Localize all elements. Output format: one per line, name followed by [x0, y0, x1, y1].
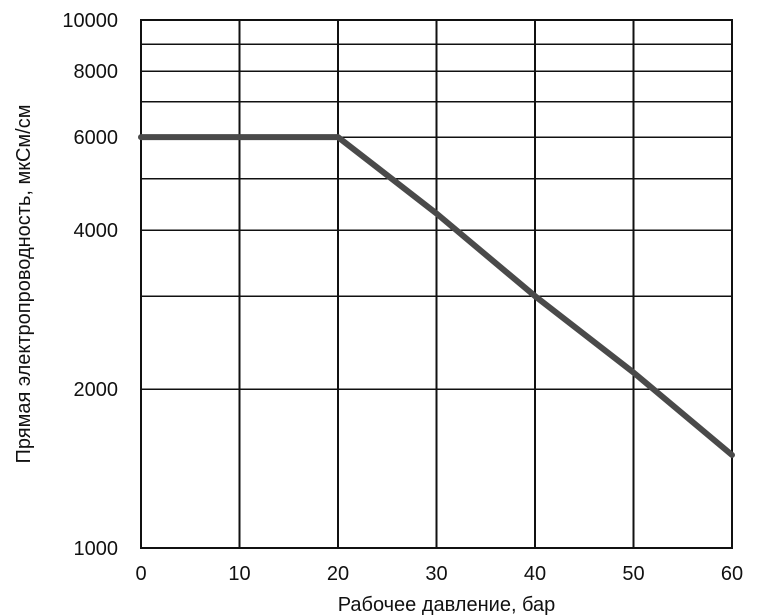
series-line	[138, 134, 735, 458]
y-tick-label: 1000	[74, 538, 119, 560]
x-tick-label: 0	[135, 563, 146, 585]
x-tick-label: 60	[721, 563, 743, 585]
grid	[141, 19, 733, 548]
y-axis-ticks: 1000 2000 4000 6000 8000 10000	[62, 10, 118, 560]
series-layer	[138, 134, 735, 458]
y-axis-title: Прямая электропроводность, мкСм/см	[13, 105, 35, 464]
x-tick-label: 40	[524, 563, 546, 585]
y-tick-label: 10000	[62, 10, 118, 32]
y-tick-label: 8000	[74, 61, 119, 83]
x-axis-title: Рабочее давление, бар	[338, 594, 556, 616]
y-tick-label: 6000	[74, 127, 119, 149]
plot-frame	[140, 19, 733, 549]
y-tick-label: 4000	[74, 220, 119, 242]
x-tick-label: 50	[622, 563, 644, 585]
x-tick-label: 10	[228, 563, 250, 585]
x-tick-label: 20	[327, 563, 349, 585]
x-axis-ticks: 0 10 20 30 40 50 60	[135, 563, 743, 585]
y-tick-label: 2000	[74, 379, 119, 401]
x-tick-label: 30	[425, 563, 447, 585]
